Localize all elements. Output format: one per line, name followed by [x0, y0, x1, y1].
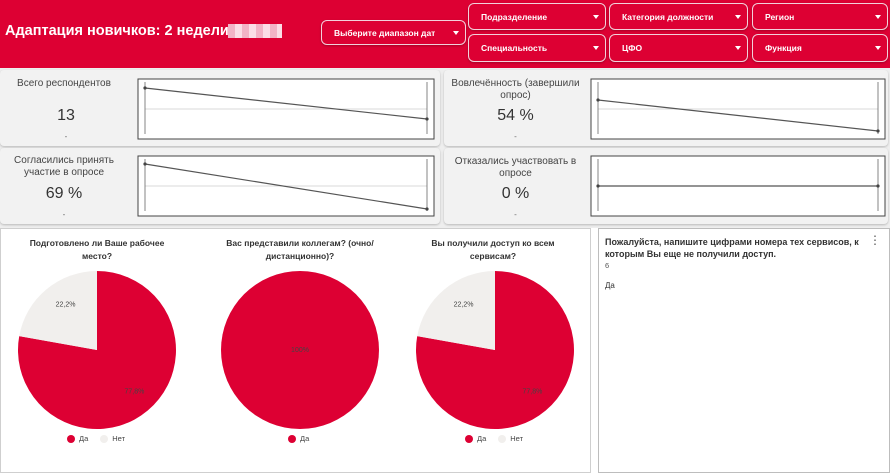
- redacted-title-part: [228, 24, 282, 38]
- kpi-label: Вовлечённость (завершили опрос): [451, 78, 580, 101]
- chevron-down-icon: [593, 46, 599, 50]
- kpi-sub: -: [62, 210, 66, 219]
- sparkline-chart: [137, 78, 435, 140]
- pie-legend: Да: [288, 434, 309, 443]
- legend-yes-swatch: [288, 434, 296, 443]
- chevron-down-icon: [735, 46, 741, 50]
- pie-label-yes: 100%: [291, 347, 309, 354]
- legend-no-label: Нет: [112, 434, 126, 443]
- kpi-label: Отказались участвовать в опросе: [454, 156, 577, 179]
- filter-label: Специальность: [481, 43, 548, 53]
- kpi-value: 54 %: [497, 107, 534, 124]
- open-answers-panel: [598, 228, 890, 473]
- sparkline-chart: [590, 78, 886, 140]
- kpi-sub: -: [514, 132, 517, 141]
- filter-region[interactable]: Регион: [752, 3, 888, 30]
- pie-title: Подготовлено ли Ваше рабочее место?: [29, 238, 165, 261]
- kpi-label: Согласились принять участие в опросе: [14, 155, 114, 178]
- pie-label-no: 22,2%: [454, 301, 474, 308]
- pie-title: Вас представили коллегам? (очно/дистанци…: [226, 238, 374, 261]
- legend-yes-swatch: [67, 434, 75, 443]
- legend-no-swatch: [100, 434, 109, 443]
- filter-label: Категория должности: [622, 11, 714, 22]
- legend-yes-label: Да: [300, 434, 310, 443]
- legend-yes-label: Да: [477, 434, 487, 443]
- legend-yes-swatch: [465, 434, 473, 443]
- filter-label: Функция: [765, 43, 802, 53]
- kpi-value: 0 %: [501, 185, 530, 202]
- pie-slice-no: [19, 271, 97, 350]
- kpi-label: Всего респондентов: [17, 78, 111, 89]
- filter-cfo[interactable]: ЦФО: [609, 34, 748, 62]
- filter-function[interactable]: Функция: [752, 34, 888, 62]
- kpi-sub: -: [64, 132, 68, 141]
- legend-yes-label: Да: [79, 434, 89, 443]
- filter-job-category[interactable]: Категория должности: [609, 3, 748, 30]
- response-text: Да: [605, 281, 615, 290]
- kpi-value: 13: [57, 107, 75, 124]
- page-title: Адаптация новичков: 2 недели в: [5, 23, 242, 39]
- chevron-down-icon: [453, 30, 459, 35]
- pie-title: Вы получили доступ ко всем сервисам?: [431, 238, 555, 261]
- more-vertical-icon[interactable]: ⋮: [869, 233, 881, 247]
- filter-label: ЦФО: [622, 43, 643, 53]
- filter-specialty[interactable]: Специальность: [468, 34, 606, 62]
- open-question-title: Пожалуйста, напишите цифрами номера тех …: [605, 237, 859, 259]
- kpi-card-respondents: Всего респондентов 13 -: [0, 70, 440, 146]
- pie-slice-yes: [221, 271, 379, 429]
- legend-no-swatch: [498, 434, 507, 443]
- kpi-sub: -: [514, 210, 517, 219]
- pie-slice-no: [417, 271, 495, 350]
- chevron-down-icon: [875, 46, 881, 50]
- kpi-card-agreed: Согласились принять участие в опросе 69 …: [0, 148, 440, 224]
- chevron-down-icon: [735, 14, 741, 19]
- pie-charts: 77,8% 22,2% 100% 77,8% 22,2%: [17, 271, 574, 429]
- pie-label-yes: 77,8%: [125, 389, 145, 396]
- date-range-label: Выберите диапазон дат: [334, 27, 436, 38]
- filter-subdivision[interactable]: Подразделение: [468, 3, 606, 30]
- pie-label-yes: 77,8%: [523, 389, 543, 396]
- kpi-card-refused: Отказались участвовать в опросе 0 % -: [444, 148, 888, 224]
- legend-no-label: Нет: [510, 434, 524, 443]
- chevron-down-icon: [593, 14, 599, 19]
- filter-label: Регион: [765, 11, 795, 22]
- kpi-value: 69 %: [45, 185, 83, 202]
- response-count: 6: [605, 261, 610, 270]
- pie-label-no: 22,2%: [56, 301, 76, 308]
- pie-legend: Да Нет: [465, 434, 523, 443]
- pie-slice-yes: [416, 271, 574, 429]
- filter-label: Подразделение: [481, 11, 548, 22]
- sparkline-chart: [590, 155, 886, 217]
- kpi-card-engagement: Вовлечённость (завершили опрос) 54 % -: [444, 70, 888, 146]
- date-range-selector[interactable]: Выберите диапазон дат: [321, 20, 466, 45]
- pie-legend: Да Нет: [67, 434, 125, 443]
- chevron-down-icon: [875, 14, 881, 19]
- sparkline-chart: [137, 155, 435, 217]
